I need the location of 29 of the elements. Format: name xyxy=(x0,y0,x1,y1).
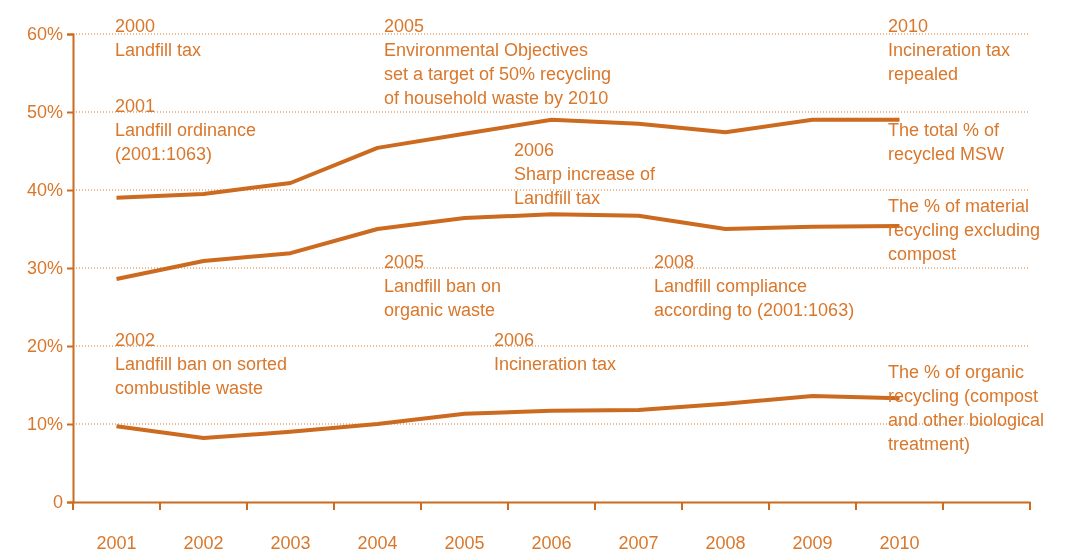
y-tick-label: 20% xyxy=(26,336,63,357)
annotation: 2006 Incineration tax xyxy=(494,330,617,374)
x-tick-label: 2001 xyxy=(96,532,137,553)
annotation: 2005 Environmental Objectives set a target of 50% recycling of household waste by 2010 xyxy=(384,16,612,108)
y-tick-label: 40% xyxy=(26,180,63,201)
series-label: The % of organic recycling (compost and other biological treatment) xyxy=(888,362,1045,454)
annotation: 2001 Landfill ordinance (2001:1063) xyxy=(115,96,257,164)
x-tick-label: 2002 xyxy=(183,532,224,553)
x-tick-label: 2005 xyxy=(444,532,485,553)
series-label: The total % of recycled MSW xyxy=(888,120,1005,164)
x-tick-label: 2008 xyxy=(705,532,746,553)
series-label: The % of material recycling excluding compost xyxy=(888,196,1041,264)
y-tick-label: 10% xyxy=(26,414,63,435)
x-tick-label: 2004 xyxy=(357,532,398,553)
annotation: 2010 Incineration tax repealed xyxy=(888,16,1011,84)
y-tick-label: 0 xyxy=(52,492,63,513)
y-tick-label: 50% xyxy=(26,102,63,123)
x-tick-label: 2006 xyxy=(531,532,572,553)
annotation: 2008 Landfill compliance according to (2001:1063) xyxy=(654,252,855,320)
x-tick-label: 2010 xyxy=(879,532,920,553)
annotation: 2002 Landfill ban on sorted combustible waste xyxy=(115,330,288,398)
annotation: 2000 Landfill tax xyxy=(115,16,202,60)
x-tick-label: 2007 xyxy=(618,532,659,553)
x-tick-label: 2003 xyxy=(270,532,311,553)
y-tick-label: 60% xyxy=(26,24,63,45)
x-tick-label: 2009 xyxy=(792,532,833,553)
y-tick-label: 30% xyxy=(26,258,63,279)
annotation: 2006 Sharp increase of Landfill tax xyxy=(514,140,657,208)
annotation: 2005 Landfill ban on organic waste xyxy=(384,252,502,320)
